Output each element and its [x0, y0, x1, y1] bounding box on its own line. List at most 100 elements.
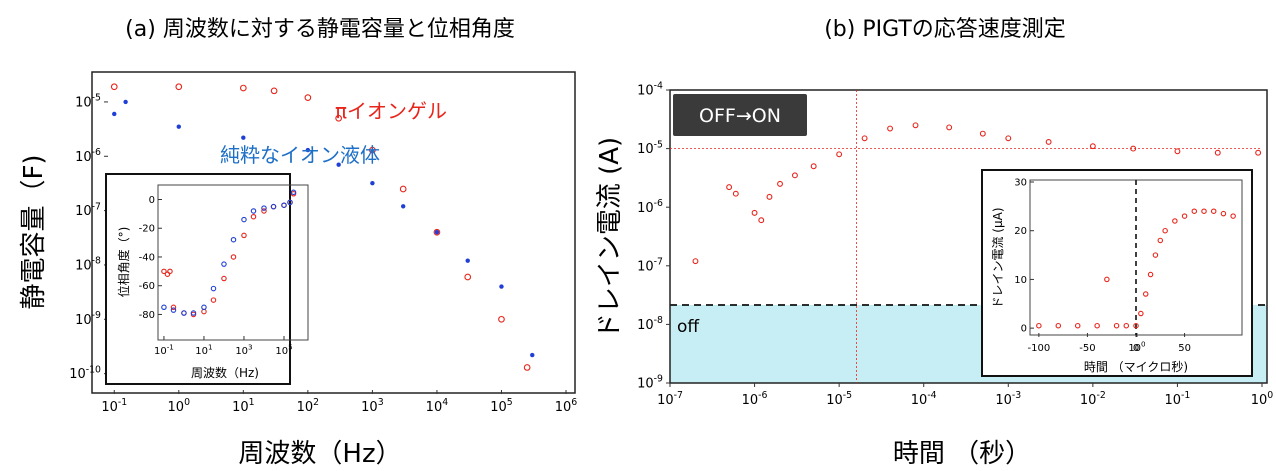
panel-b-y-ticks: 10-9 10-8 10-7 10-6 10-5 10-4: [637, 81, 670, 392]
y-tick-label: 10-8: [637, 315, 663, 333]
data-point: [465, 258, 470, 263]
data-point: [1152, 252, 1159, 258]
data-point: [250, 208, 257, 214]
data-point: [399, 185, 407, 193]
data-point: [1123, 322, 1130, 329]
data-point: [1191, 208, 1198, 214]
y-tick-label: 10-7: [75, 201, 101, 219]
data-point: [810, 163, 817, 170]
data-point: [766, 193, 773, 200]
x-tick-label: 10-7: [657, 390, 683, 408]
x-tick-label: 10-5: [826, 390, 852, 408]
data-point: [1214, 149, 1221, 156]
data-point: [123, 99, 128, 105]
data-point: [433, 228, 441, 236]
data-point: [230, 236, 237, 243]
data-point: [1130, 145, 1137, 152]
panel-a-y-label: 静電容量（F): [19, 154, 49, 309]
x-tick-label: 10-4: [911, 390, 937, 408]
data-point: [777, 180, 783, 187]
data-point: [692, 258, 699, 265]
data-point: [1210, 208, 1217, 214]
y-tick-label: -40: [139, 252, 155, 263]
data-point: [1157, 237, 1164, 244]
panel-a-frame: [91, 71, 576, 394]
data-point: [751, 209, 758, 216]
data-point: [1181, 213, 1188, 219]
data-point: [912, 122, 919, 129]
data-point: [1113, 322, 1120, 329]
data-point: [1201, 208, 1207, 214]
gel-series-label: πイオンゲル: [335, 99, 447, 123]
data-point: [1174, 148, 1181, 155]
panel-b-frame: [669, 89, 1268, 384]
phase-inset-marks: [161, 189, 297, 318]
x-tick-label: 103: [361, 397, 384, 415]
data-point: [239, 84, 247, 92]
y-tick-label: 10-9: [637, 374, 663, 392]
data-point: [758, 217, 765, 224]
data-point: [250, 213, 257, 220]
data-point: [287, 199, 293, 206]
data-point: [836, 151, 843, 158]
x-tick-label: 50: [1178, 343, 1191, 354]
data-point: [221, 261, 227, 267]
data-point: [110, 83, 118, 91]
data-point: [221, 275, 227, 282]
data-point: [1133, 322, 1139, 329]
data-point: [241, 216, 247, 223]
y-tick-label: 10-10: [69, 364, 101, 382]
x-tick-label: 100: [168, 397, 191, 415]
y-tick-label: 10-6: [75, 147, 101, 165]
x-tick-label: -50: [1079, 343, 1095, 354]
data-point: [230, 254, 237, 260]
data-point: [1045, 138, 1052, 145]
y-tick-label: 30: [1014, 178, 1027, 189]
x-tick-label: 10-2: [1080, 390, 1106, 408]
data-point: [732, 190, 739, 197]
phase-inset-y-label: 位相角度（°): [116, 227, 131, 298]
data-point: [1172, 218, 1178, 224]
panel-a-marks: [110, 83, 535, 371]
data-point: [434, 230, 440, 235]
data-point: [1074, 322, 1081, 329]
phase-inset-frame: [105, 173, 291, 385]
y-tick-label: -20: [139, 224, 155, 235]
data-point: [167, 268, 173, 275]
data-point: [1138, 310, 1144, 317]
data-point: [170, 304, 177, 311]
data-point: [530, 352, 535, 358]
linear-inset-x-label: 時間 （マイクロ秒): [1084, 360, 1188, 374]
crosshair: [670, 90, 1262, 383]
panel-b-marks: [692, 122, 1262, 265]
x-tick-label: 101: [232, 397, 255, 415]
y-tick-label: -60: [139, 281, 155, 292]
data-point: [1230, 213, 1236, 219]
data-point: [1094, 322, 1100, 329]
y-tick-label: -80: [139, 310, 155, 321]
y-tick-label: 0: [149, 195, 155, 206]
data-point: [161, 268, 167, 275]
data-point: [290, 189, 297, 196]
data-point: [464, 273, 472, 281]
off-on-badge: [673, 94, 807, 136]
y-tick-label: 10: [1014, 275, 1027, 286]
data-point: [270, 203, 277, 210]
y-tick-label: 20: [1014, 226, 1027, 237]
data-point: [112, 111, 117, 117]
data-point: [261, 208, 267, 214]
data-point: [261, 205, 267, 211]
panel-b-y-label: ドレイン電流 (A): [595, 137, 625, 339]
data-point: [861, 135, 868, 142]
x-tick-label: 0: [1133, 343, 1139, 354]
data-point: [1147, 271, 1154, 278]
data-point: [1036, 322, 1042, 329]
data-point: [1255, 149, 1262, 156]
data-point: [791, 172, 798, 179]
data-point: [887, 125, 894, 132]
data-point: [1220, 210, 1227, 217]
data-point: [369, 146, 376, 154]
data-point: [335, 114, 343, 122]
